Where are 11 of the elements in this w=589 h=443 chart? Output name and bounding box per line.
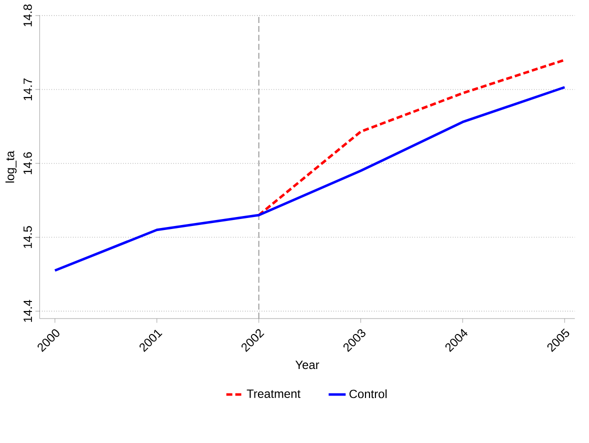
legend-label: Treatment	[246, 390, 300, 398]
x-axis-title: Year	[295, 360, 320, 369]
y-tick-label: 14.7	[24, 78, 32, 100]
y-tick-label: 14.5	[24, 226, 32, 248]
line-series	[54, 86, 566, 272]
line-series	[258, 58, 566, 216]
y-tick-label: 14.6	[23, 152, 32, 174]
y-axis-title: log_ta	[5, 150, 17, 182]
y-tick-label: 14.8	[23, 4, 32, 26]
legend-label: Control	[350, 389, 387, 398]
y-tick-label: 14.4	[24, 300, 32, 322]
